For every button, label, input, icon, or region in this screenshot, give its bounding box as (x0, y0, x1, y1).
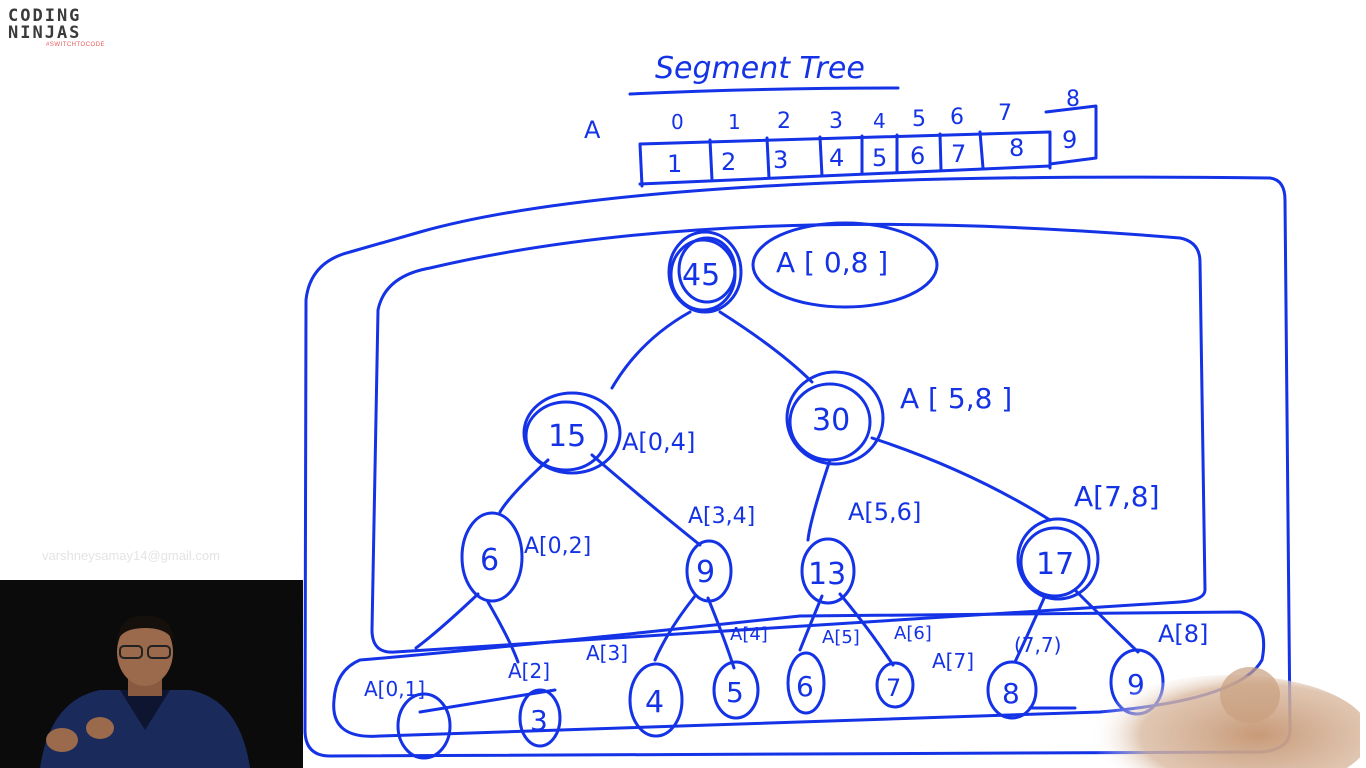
array-index: 6 (950, 105, 964, 130)
array-indices: 0 1 2 3 4 5 6 7 8 (671, 87, 1080, 134)
coding-ninjas-logo: CODING NINJAS #SWITCHTOCODE (8, 8, 118, 52)
array-index: 2 (777, 109, 791, 134)
tree-node-circles (396, 221, 1165, 760)
node-value: 7 (886, 674, 901, 702)
node-value: 8 (1002, 677, 1020, 710)
array-value: 3 (773, 146, 788, 174)
leaf-level-enclosure (332, 610, 1266, 738)
array-value: 8 (1009, 134, 1024, 162)
node-value: 3 (530, 704, 548, 737)
node-value: 5 (726, 676, 744, 709)
range-label: A[5] (822, 627, 860, 648)
range-label-extra: (7,7) (1014, 633, 1061, 657)
range-label: A[7] (932, 649, 974, 673)
logo-line-2: NINJAS (8, 23, 82, 43)
array-value: 1 (667, 150, 682, 178)
range-label: A[8] (1158, 620, 1208, 648)
array-box (638, 104, 1098, 188)
array-index: 4 (873, 109, 886, 133)
email-watermark: varshneysamay14@gmail.com (42, 548, 220, 563)
tree-edges (414, 310, 1140, 714)
logo-line-1: CODING (8, 6, 82, 26)
node-value: 30 (812, 403, 850, 438)
array-value: 7 (951, 140, 966, 168)
range-label: A[6] (894, 623, 932, 644)
node-value: 15 (548, 419, 586, 454)
array-value: 6 (910, 142, 925, 170)
range-label: A[7,8] (1074, 480, 1160, 513)
presenter-figure (0, 580, 303, 768)
node-value: 6 (796, 670, 814, 703)
presenter-webcam (0, 580, 303, 768)
range-label: A[4] (730, 624, 768, 645)
array-value: 4 (829, 144, 844, 172)
range-label: A[0,4] (622, 428, 695, 456)
node-value: 45 (682, 258, 720, 293)
diagram-title: Segment Tree (655, 51, 865, 86)
range-label: A[0,2] (524, 534, 591, 559)
array-index: 0 (671, 110, 684, 134)
outer-enclosure (303, 175, 1292, 758)
array-value: 5 (872, 144, 887, 172)
array-index: 1 (728, 110, 741, 134)
range-label: A[2] (508, 659, 550, 683)
node-value: 13 (808, 557, 846, 592)
tree-range-labels: A [ 0,8 ] A[0,4] A [ 5,8 ] A[0,2] A[3,4]… (364, 246, 1208, 701)
array-index: 7 (998, 101, 1012, 126)
array-index: 3 (829, 109, 843, 134)
title-underline (628, 86, 900, 96)
node-value: 6 (480, 543, 499, 578)
logo-tagline: #SWITCHTOCODE (46, 42, 106, 48)
inner-enclosure (370, 222, 1207, 654)
range-label: A [ 0,8 ] (776, 246, 888, 279)
array-values: 1 2 3 4 5 6 7 8 9 (667, 126, 1077, 178)
presenter-hand (1090, 667, 1360, 768)
range-label: A[3] (586, 641, 628, 665)
array-index: 8 (1066, 87, 1080, 112)
range-label: A[3,4] (688, 504, 755, 529)
node-value: 17 (1036, 547, 1074, 582)
array-value: 2 (721, 148, 736, 176)
node-value: 9 (696, 555, 715, 590)
tree-node-values: 45 15 30 6 9 13 17 3 4 5 6 7 8 9 (480, 258, 1145, 737)
range-label: A[5,6] (848, 498, 921, 526)
range-label: A[0,1] (364, 677, 425, 701)
array-value: 9 (1062, 126, 1077, 154)
array-label: A (584, 116, 601, 144)
range-label: A [ 5,8 ] (900, 382, 1012, 415)
node-value: 4 (645, 685, 664, 720)
array-index: 5 (912, 107, 926, 132)
